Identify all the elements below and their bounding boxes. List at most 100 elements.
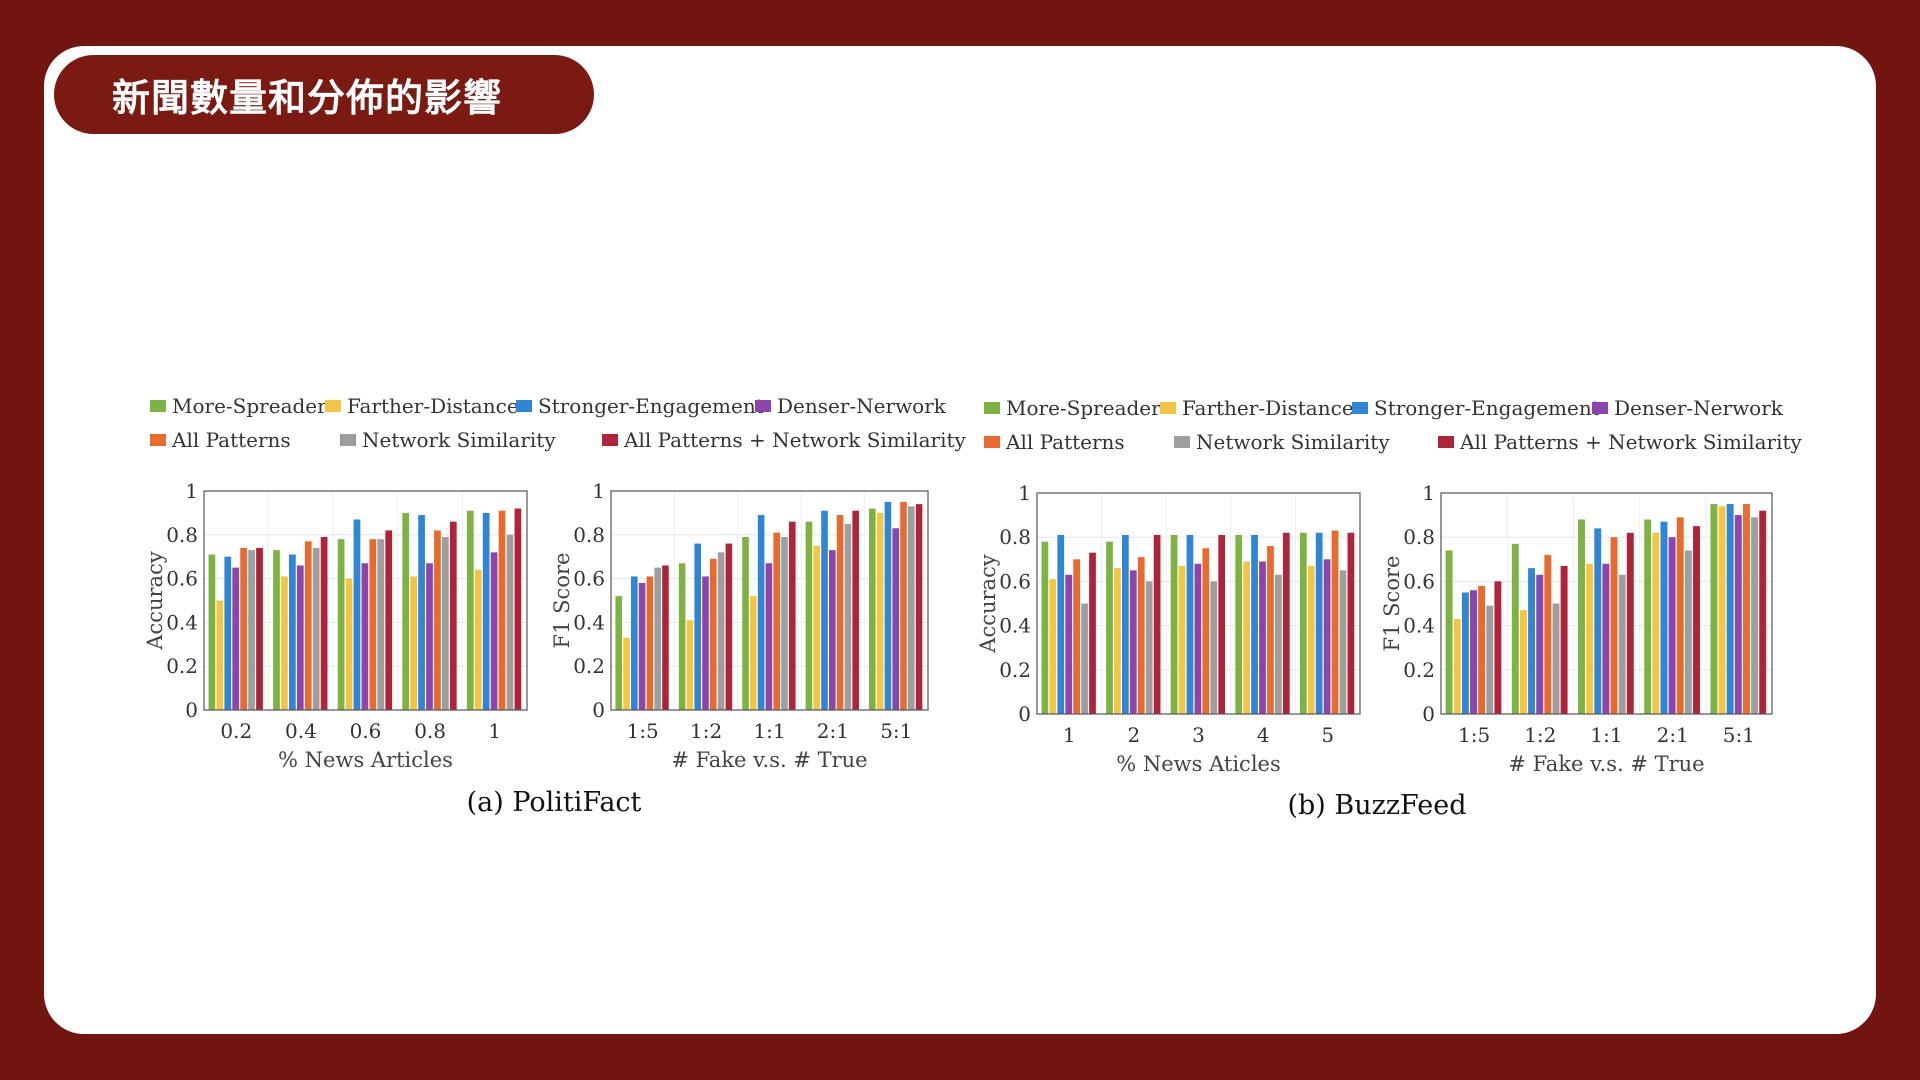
bar (1552, 603, 1560, 714)
bar (1494, 581, 1502, 714)
y-tick-label: 0.2 (573, 654, 605, 678)
y-tick-label: 1 (185, 479, 198, 503)
bar (1073, 559, 1081, 714)
chart-buzzfeed-accuracy: 0 0.2 0.4 0.6 0.8 1 1 2 3 4 5 % News Aticles Accurac… (976, 481, 1361, 776)
bar (1726, 504, 1734, 714)
bar (1251, 534, 1258, 714)
bar (892, 528, 899, 710)
bar (876, 512, 884, 710)
x-tick-label: 4 (1257, 723, 1270, 747)
legend-swatch (340, 434, 356, 446)
bar (434, 530, 441, 710)
x-tick-label: 1:1 (753, 719, 785, 743)
bar (884, 501, 892, 710)
bar (1299, 532, 1307, 714)
legend-label: Farther-Distance (347, 394, 519, 418)
legend-label: All Patterns + Network Similarity (1459, 430, 1803, 454)
bar (821, 510, 828, 710)
bar (1137, 557, 1145, 714)
bar (353, 519, 361, 710)
bar (1145, 581, 1153, 714)
plot-frame (203, 490, 528, 711)
x-axis-label: % News Aticles (1116, 752, 1281, 776)
bar (281, 576, 288, 710)
bar (742, 536, 749, 710)
bar (725, 543, 733, 710)
y-axis-label: F1 Score (550, 553, 574, 649)
bar (1315, 532, 1323, 714)
bar (852, 510, 859, 710)
legend-swatch (325, 400, 341, 412)
bar (1065, 574, 1073, 714)
bar (757, 515, 765, 710)
legend-swatch (1352, 402, 1368, 414)
bar (654, 567, 661, 710)
x-tick-label: 0.8 (414, 719, 446, 743)
y-axis-label: Accuracy (976, 554, 1000, 654)
bar (1536, 574, 1544, 714)
bar (369, 539, 377, 710)
bar (662, 565, 669, 710)
bar (1331, 530, 1339, 714)
bar (1218, 534, 1226, 714)
bar (750, 596, 757, 710)
bar (1660, 521, 1668, 714)
legend-politifact: More-Spreader Farther-Distance Stronger-En… (150, 394, 967, 452)
bar (208, 554, 216, 710)
y-tick-label: 0.4 (166, 610, 198, 634)
bar (514, 508, 522, 710)
bar (773, 532, 780, 710)
bar (907, 506, 915, 710)
bar (1282, 532, 1290, 714)
x-axis-label: % News Articles (278, 748, 453, 772)
legend-label: Farther-Distance (1182, 396, 1354, 420)
bar (709, 558, 717, 710)
bar (717, 552, 725, 710)
legend-swatch (602, 434, 618, 446)
bar (296, 565, 304, 710)
bar (844, 523, 852, 710)
bar (1275, 574, 1282, 714)
bar (1594, 528, 1602, 714)
legend-swatch (984, 436, 1000, 448)
bar (498, 510, 506, 710)
x-tick-label: 0.6 (350, 719, 382, 743)
legend-label: More-Spreader (1006, 396, 1161, 420)
y-tick-label: 0.8 (1403, 525, 1435, 549)
bar (1602, 563, 1610, 714)
bar (1718, 506, 1726, 714)
bar (1178, 565, 1186, 714)
bar (1089, 552, 1096, 714)
bar (1560, 565, 1568, 714)
bar (248, 550, 255, 710)
y-tick-label: 0.6 (1403, 569, 1435, 593)
x-tick-label: 1:1 (1590, 723, 1622, 747)
bar (1759, 510, 1767, 714)
bar (312, 547, 320, 710)
bar (418, 515, 425, 710)
legend-swatch (1160, 402, 1176, 414)
bar (449, 521, 457, 710)
legend-label: Denser-Nerwork (777, 394, 947, 418)
x-tick-label: 1:5 (1458, 723, 1490, 747)
bar (1528, 568, 1536, 714)
x-tick-label: 0.4 (285, 719, 317, 743)
x-tick-label: 5 (1321, 723, 1334, 747)
bar (1742, 504, 1750, 714)
bar (1267, 546, 1274, 714)
bar (1049, 579, 1057, 714)
plot-frame (610, 490, 929, 711)
legend-swatch (516, 400, 532, 412)
bar (377, 539, 385, 710)
y-tick-label: 0 (592, 698, 605, 722)
x-tick-label: 3 (1192, 723, 1205, 747)
legend-label: More-Spreader (172, 394, 327, 418)
x-tick-label: 2:1 (817, 719, 849, 743)
bar (482, 512, 490, 710)
bar (1610, 537, 1618, 714)
bar (813, 545, 821, 710)
bar (1106, 541, 1113, 714)
bar (1453, 618, 1461, 714)
bar (765, 563, 773, 710)
